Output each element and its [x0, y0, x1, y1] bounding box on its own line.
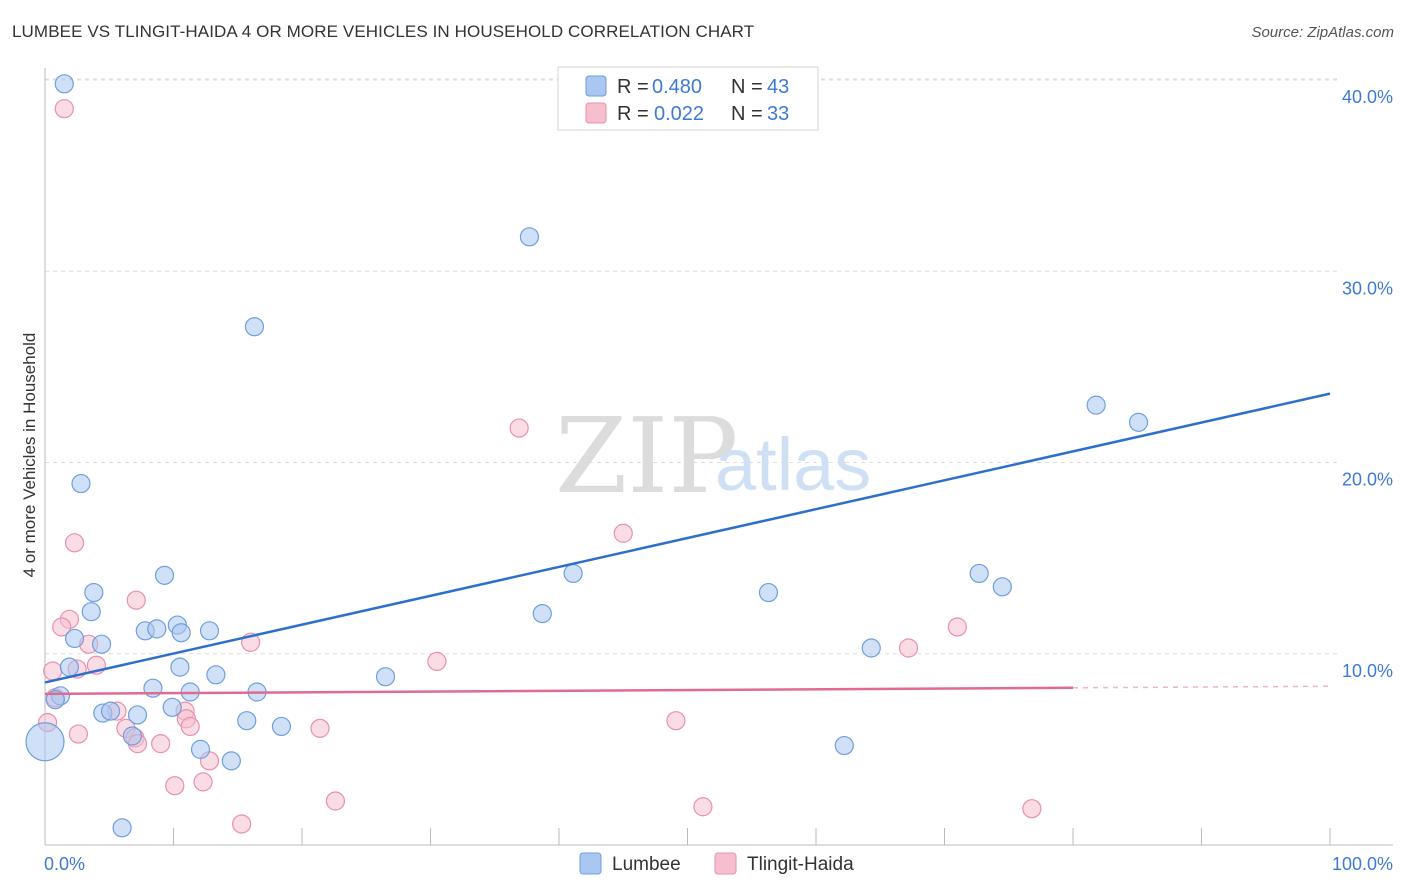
legend-r-label-1: R =	[617, 76, 649, 98]
lumbee-trend-line	[44, 392, 1331, 684]
y-tick-label: 40.0%	[1342, 87, 1393, 107]
correlation-legend: R = 0.480 N = 43 R = 0.022 N = 33	[557, 66, 819, 131]
tlingit-haida-point	[43, 661, 63, 681]
legend-swatch-tlingit-haida	[585, 102, 607, 124]
lumbee-point	[271, 716, 292, 737]
y-tick-label: 10.0%	[1342, 661, 1393, 681]
series-legend: Lumbee Tlingit-Haida	[579, 852, 854, 875]
lumbee-point	[1086, 395, 1106, 415]
lumbee-point	[1128, 412, 1149, 432]
tlingit-haida-point	[898, 638, 919, 658]
lumbee-point	[563, 563, 583, 584]
lumbee-point	[147, 619, 167, 639]
tlingit-haida-point	[325, 791, 346, 811]
lumbee-point	[171, 623, 191, 643]
tlingit-haida-point	[68, 724, 89, 744]
lumbee-point	[375, 667, 396, 687]
lumbee-point	[992, 577, 1012, 597]
lumbee-point	[25, 722, 65, 762]
lumbee-point	[969, 563, 989, 584]
tlingit-haida-points	[37, 99, 1042, 834]
tlingit-haida-point	[613, 523, 633, 543]
tlingit-haida-point	[180, 716, 200, 737]
legend-n-value-1: 43	[767, 76, 789, 98]
tlingit-haida-point	[151, 734, 171, 754]
lumbee-point	[122, 726, 142, 746]
legend-r-value-2: 0.022	[654, 103, 704, 125]
lumbee-point	[170, 657, 190, 677]
tlingit-haida-point	[947, 617, 967, 637]
watermark-zip: ZIP	[555, 395, 738, 517]
x-tick-label-max: 100.0%	[1332, 854, 1393, 874]
tlingit-haida-point	[310, 718, 330, 738]
x-tick-label-min: 0.0%	[44, 854, 85, 874]
legend-r-label-2: R =	[617, 103, 649, 125]
tlingit-haida-point	[54, 99, 74, 119]
lumbee-point	[199, 621, 220, 641]
legend-n-label-1: N =	[731, 76, 763, 98]
lumbee-point	[71, 473, 91, 494]
tlingit-haida-point	[193, 772, 213, 792]
tlingit-haida-point	[165, 776, 185, 796]
y-axis-label: 4 or more Vehicles in Household	[20, 333, 39, 578]
series-legend-swatch-tlingit-haida	[714, 852, 737, 875]
lumbee-point	[244, 317, 265, 337]
tlingit-haida-point	[509, 418, 529, 438]
lumbee-point	[84, 582, 104, 603]
series-legend-swatch-lumbee	[579, 852, 602, 875]
lumbee-point	[81, 602, 101, 622]
lumbee-point	[190, 739, 211, 759]
lumbee-point	[162, 697, 182, 717]
lumbee-point	[64, 628, 85, 649]
lumbee-point	[91, 634, 112, 654]
grid-lines	[45, 78, 1338, 655]
lumbee-point	[532, 603, 552, 624]
y-tick-label: 30.0%	[1342, 278, 1393, 298]
lumbee-point	[237, 711, 257, 731]
lumbee-point	[59, 657, 80, 677]
legend-n-label-2: N =	[731, 103, 763, 125]
legend-swatch-lumbee	[585, 75, 607, 97]
lumbee-point	[758, 582, 779, 603]
source-label: Source: ZipAtlas.com	[1251, 24, 1394, 41]
series-legend-label-lumbee: Lumbee	[612, 854, 681, 875]
lumbee-point	[127, 705, 148, 725]
lumbee-point	[221, 751, 241, 771]
y-tick-label: 20.0%	[1342, 470, 1393, 490]
legend-r-value-1: 0.480	[652, 76, 702, 98]
lumbee-point	[861, 638, 881, 658]
lumbee-point	[519, 227, 540, 247]
lumbee-point	[834, 735, 854, 756]
chart-title: LUMBEE VS TLINGIT-HAIDA 4 OR MORE VEHICL…	[12, 22, 755, 41]
watermark-atlas: atlas	[715, 423, 871, 506]
y-tick-labels: 10.0% 20.0% 30.0% 40.0%	[1342, 87, 1393, 681]
tlingit-haida-point	[64, 533, 85, 553]
tlingit-haida-point	[52, 617, 72, 637]
lumbee-point	[45, 690, 65, 710]
lumbee-point	[154, 565, 175, 585]
tlingit-haida-point	[666, 711, 686, 731]
series-legend-label-tlingit-haida: Tlingit-Haida	[747, 854, 854, 875]
lumbee-point	[54, 74, 74, 94]
tlingit-haida-point	[1022, 799, 1042, 819]
tlingit-haida-point	[427, 651, 447, 672]
lumbee-point	[112, 818, 132, 838]
tlingit-haida-trend-line	[44, 686, 1074, 696]
tlingit-haida-trend-line-extension	[1072, 685, 1331, 689]
tlingit-haida-point	[232, 814, 252, 834]
lumbee-point	[206, 665, 226, 685]
tlingit-haida-point	[693, 797, 713, 817]
trend-lines	[44, 392, 1331, 696]
legend-n-value-2: 33	[767, 103, 789, 125]
lumbee-point	[100, 701, 121, 721]
tlingit-haida-point	[126, 590, 146, 610]
